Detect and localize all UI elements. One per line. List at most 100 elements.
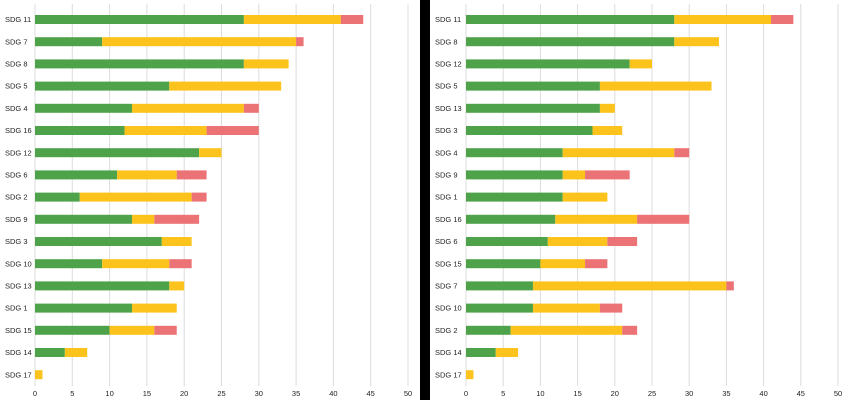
bar-segment [131, 103, 244, 113]
x-tick-label: 25 [217, 389, 225, 398]
bar-segment [79, 192, 192, 202]
bar-segment [466, 370, 474, 380]
bar-segment [585, 259, 608, 269]
category-label: SDG 11 [435, 15, 461, 24]
category-label: SDG 14 [435, 348, 462, 357]
category-label: SDG 12 [435, 60, 462, 69]
bar-segment [622, 325, 638, 335]
bar-segment [35, 59, 244, 69]
bar-segment [562, 170, 586, 180]
bar-segment [35, 348, 65, 357]
bar-segment [599, 81, 712, 91]
bar-segment [555, 214, 638, 224]
category-label: SDG 3 [5, 237, 28, 246]
category-label: SDG 2 [435, 326, 458, 335]
x-tick-label: 30 [685, 389, 693, 398]
bar-segment [35, 170, 118, 180]
bar-segment [466, 148, 563, 158]
bar-segment [532, 281, 727, 291]
bar-segment [206, 126, 259, 135]
bar-segment [629, 59, 652, 69]
x-tick-label: 15 [573, 389, 581, 398]
bar-segment [547, 237, 608, 246]
bar-segment [466, 348, 496, 357]
bar-segment [117, 170, 177, 180]
bar-segment [35, 325, 110, 335]
x-tick-label: 35 [722, 389, 730, 398]
bar-segment [35, 148, 200, 158]
bar-segment [35, 15, 244, 24]
bar-segment [161, 237, 192, 246]
bar-segment [124, 126, 207, 135]
x-tick-label: 20 [611, 389, 619, 398]
bar-segment [510, 325, 623, 335]
category-label: SDG 6 [5, 171, 28, 180]
category-label: SDG 5 [5, 82, 28, 91]
bar-segment [35, 37, 103, 47]
bar-segment [199, 148, 222, 158]
category-label: SDG 15 [5, 326, 32, 335]
x-tick-label: 40 [759, 389, 767, 398]
bar-segment [64, 348, 88, 357]
category-label: SDG 15 [435, 259, 462, 268]
bar-segment [169, 281, 185, 291]
bar-segment [35, 126, 125, 135]
category-label: SDG 1 [435, 193, 458, 202]
category-label: SDG 10 [435, 304, 462, 313]
x-tick-label: 45 [797, 389, 805, 398]
bar-segment [131, 303, 177, 313]
x-tick-label: 50 [404, 389, 412, 398]
chart-panel-left: 0 5 10 15 20 25 30 35 40 45 50 SDG 11 SDG 7 SDG 8 SDG … [0, 0, 420, 400]
bar-segment [466, 325, 511, 335]
bar-segment [169, 81, 282, 91]
bar-segment [102, 259, 170, 269]
bar-segment [176, 170, 207, 180]
x-tick-label: 5 [70, 389, 74, 398]
x-tick-label: 15 [143, 389, 151, 398]
bar-segment [466, 59, 630, 69]
bar-segment [340, 15, 364, 24]
category-label: SDG 1 [5, 304, 28, 313]
category-label: SDG 7 [435, 282, 458, 291]
bar-segment [592, 126, 623, 135]
bar-segment [599, 103, 615, 113]
category-label: SDG 11 [5, 15, 31, 24]
category-label: SDG 7 [5, 37, 28, 46]
bar-segment [532, 303, 600, 313]
bar-segment [35, 370, 43, 380]
x-tick-label: 30 [255, 389, 263, 398]
bar-segment [637, 214, 690, 224]
bar-segment [674, 148, 690, 158]
bar-segment [599, 303, 623, 313]
x-tick-label: 25 [648, 389, 656, 398]
bar-segment [466, 303, 533, 313]
category-label: SDG 4 [435, 148, 458, 157]
bar-segment [35, 103, 132, 113]
bar-segment [562, 148, 675, 158]
category-label: SDG 9 [5, 215, 28, 224]
bar-segment [466, 237, 548, 246]
bar-segment [607, 237, 638, 246]
bar-segment [466, 15, 675, 24]
category-label: SDG 2 [5, 193, 28, 202]
category-label: SDG 8 [5, 60, 28, 69]
bar-segment [466, 214, 556, 224]
bar-segment [466, 103, 600, 113]
x-tick-label: 20 [180, 389, 188, 398]
x-tick-label: 0 [33, 389, 37, 398]
chart-panel-right: 0 5 10 15 20 25 30 35 40 45 50 SDG 11 SDG 8 SDG 12 SDG… [430, 0, 850, 400]
bar-segment [154, 214, 200, 224]
bar-segment [674, 15, 772, 24]
bar-segment [771, 15, 794, 24]
bar-segment [154, 325, 177, 335]
bar-segment [35, 237, 162, 246]
category-label: SDG 14 [5, 348, 32, 357]
x-tick-label: 50 [834, 389, 842, 398]
category-label: SDG 13 [5, 282, 32, 291]
x-tick-label: 5 [501, 389, 505, 398]
bar-segment [35, 81, 170, 91]
bar-segment [495, 348, 519, 357]
category-label: SDG 12 [5, 148, 32, 157]
bar-segment [109, 325, 155, 335]
